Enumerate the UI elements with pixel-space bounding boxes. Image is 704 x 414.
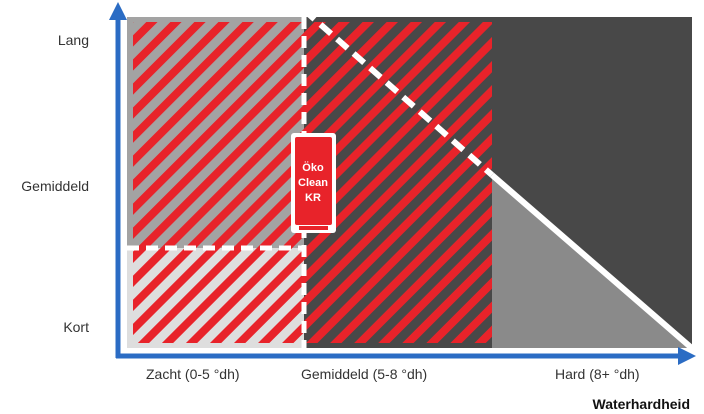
y-axis-arrow	[109, 2, 127, 20]
product-label-line-3: KR	[305, 192, 321, 204]
divider-diagonal-solid	[490, 172, 696, 353]
y-label-lang: Lang	[58, 32, 89, 48]
x-label-zacht: Zacht (0-5 °dh)	[146, 366, 240, 382]
x-axis-title: Waterhardheid	[593, 396, 691, 412]
product-label-line-1: Öko	[302, 161, 324, 174]
x-label-hard: Hard (8+ °dh)	[555, 366, 640, 382]
product-cartridge-body	[295, 137, 332, 225]
divider-diagonal	[307, 17, 494, 178]
hatched-area-left	[133, 22, 304, 343]
product-cartridge: Öko Clean KR	[291, 133, 336, 233]
x-axis-arrow	[678, 347, 696, 365]
product-cartridge-base	[299, 226, 328, 230]
x-label-gemiddeld: Gemiddeld (5-8 °dh)	[301, 366, 427, 382]
y-label-gemiddeld: Gemiddeld	[21, 178, 89, 194]
product-label-line-2: Clean	[298, 177, 328, 189]
y-label-kort: Kort	[63, 319, 89, 335]
